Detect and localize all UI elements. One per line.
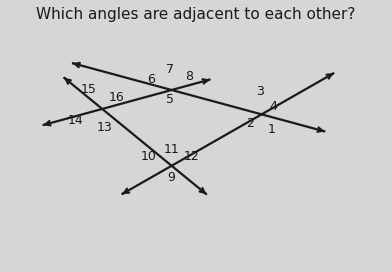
Text: 12: 12 <box>184 150 200 163</box>
Text: 4: 4 <box>269 100 277 113</box>
Text: 14: 14 <box>68 114 83 127</box>
Text: 13: 13 <box>96 121 113 134</box>
Text: 1: 1 <box>267 123 275 136</box>
Text: 6: 6 <box>147 73 155 86</box>
Text: 7: 7 <box>166 63 174 76</box>
Text: 9: 9 <box>168 171 176 184</box>
Text: 15: 15 <box>81 83 96 96</box>
Text: 2: 2 <box>246 116 254 129</box>
Text: 8: 8 <box>185 70 193 83</box>
Text: 10: 10 <box>141 150 157 163</box>
Text: Which angles are adjacent to each other?: Which angles are adjacent to each other? <box>36 7 356 23</box>
Text: 5: 5 <box>167 93 174 106</box>
Text: 11: 11 <box>164 143 180 156</box>
Text: 3: 3 <box>256 85 264 98</box>
Text: 16: 16 <box>109 91 125 104</box>
